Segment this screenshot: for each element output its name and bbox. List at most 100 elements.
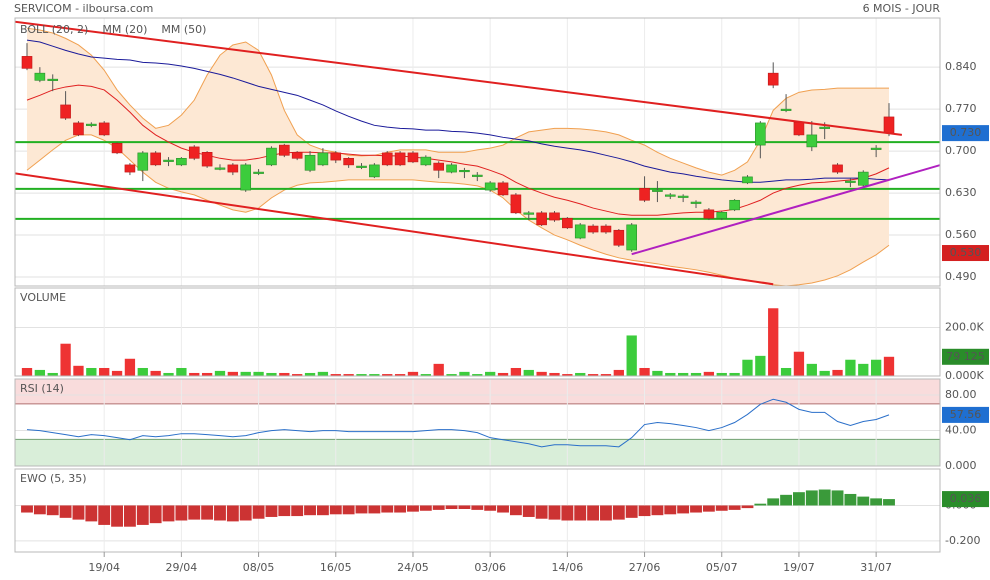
- bar: [574, 505, 587, 521]
- bar: [806, 363, 817, 376]
- bar: [226, 505, 239, 522]
- x-tick-label: 19/04: [88, 561, 120, 574]
- candle-body: [317, 152, 329, 166]
- bar: [819, 370, 830, 376]
- panel-frame: [14, 468, 941, 553]
- candle-body: [562, 217, 573, 229]
- bar: [355, 505, 368, 514]
- bar: [857, 496, 870, 506]
- y-tick-label: 0.560: [945, 228, 977, 241]
- candle-body: [394, 152, 406, 166]
- bar: [124, 358, 136, 376]
- y-tick-label: 0.840: [945, 60, 977, 73]
- bar: [780, 494, 793, 506]
- candle-body: [806, 134, 818, 148]
- bar: [600, 505, 612, 521]
- bar: [626, 335, 637, 376]
- bar: [368, 505, 381, 514]
- bar: [485, 371, 496, 376]
- candle-body: [343, 157, 354, 166]
- candle-body: [767, 72, 779, 86]
- bar: [316, 505, 329, 516]
- bar: [793, 351, 805, 376]
- candle-body: [677, 195, 689, 198]
- candle-body: [304, 154, 316, 171]
- candle-body: [381, 152, 393, 166]
- trend-line: [15, 172, 774, 286]
- value-tag-label: 0.036: [950, 492, 982, 505]
- bar: [240, 371, 251, 376]
- bar: [175, 505, 188, 521]
- panel-frame: [14, 17, 941, 287]
- candle-body: [574, 224, 586, 239]
- bar: [780, 367, 792, 376]
- candle-body: [780, 108, 792, 111]
- y-tick-label: 0.000: [945, 459, 977, 472]
- candle-body: [227, 164, 239, 173]
- bar: [587, 374, 599, 376]
- y-tick-label: 0.700: [945, 144, 977, 157]
- bar: [21, 367, 33, 376]
- bar: [369, 374, 380, 376]
- bar: [163, 372, 174, 376]
- bar: [46, 505, 59, 516]
- x-tick-label: 29/04: [166, 561, 198, 574]
- bar: [330, 374, 341, 376]
- bar: [715, 505, 728, 511]
- bar: [21, 505, 33, 513]
- bar: [292, 374, 303, 376]
- x-tick-label: 24/05: [397, 561, 429, 574]
- bar: [805, 490, 818, 506]
- candle-body: [433, 162, 445, 171]
- candle-body: [137, 152, 149, 171]
- bar: [356, 374, 367, 376]
- bar: [858, 363, 869, 376]
- candle-body: [600, 225, 612, 233]
- panel-frame: [14, 287, 941, 377]
- bar: [446, 374, 457, 376]
- candle-body: [716, 211, 728, 219]
- bar: [561, 505, 574, 521]
- bar: [742, 359, 753, 376]
- bar: [845, 359, 856, 376]
- bar: [587, 505, 600, 521]
- bar: [509, 505, 522, 516]
- bar: [728, 505, 741, 510]
- candle-body: [664, 194, 676, 197]
- bar: [471, 505, 484, 510]
- trend-line: [631, 164, 940, 256]
- bar: [317, 371, 329, 376]
- bar: [433, 363, 444, 376]
- candle-body: [870, 147, 882, 150]
- bar: [664, 505, 677, 515]
- bar: [419, 505, 432, 511]
- candle-body: [857, 171, 869, 186]
- bar: [818, 489, 831, 506]
- bar: [214, 505, 226, 521]
- bar: [239, 505, 252, 521]
- candle-body: [356, 165, 367, 168]
- bar: [741, 505, 754, 509]
- oversold-zone: [15, 439, 940, 466]
- bar: [690, 505, 702, 513]
- bar: [523, 369, 534, 376]
- bar: [883, 499, 895, 506]
- bar: [472, 374, 483, 376]
- candle-body: [188, 146, 200, 159]
- candle-body: [253, 171, 264, 174]
- candle-body: [832, 164, 843, 173]
- bar: [59, 505, 72, 518]
- bar: [844, 493, 857, 506]
- bar: [73, 365, 84, 376]
- bar: [33, 505, 46, 515]
- candle-body: [176, 157, 187, 166]
- bar: [407, 371, 419, 376]
- value-tag: [942, 348, 989, 365]
- bar: [613, 369, 624, 376]
- candle-body: [420, 156, 432, 166]
- bar: [343, 374, 354, 376]
- x-tick-label: 14/06: [552, 561, 584, 574]
- candle-body: [652, 189, 663, 192]
- bar: [214, 370, 226, 376]
